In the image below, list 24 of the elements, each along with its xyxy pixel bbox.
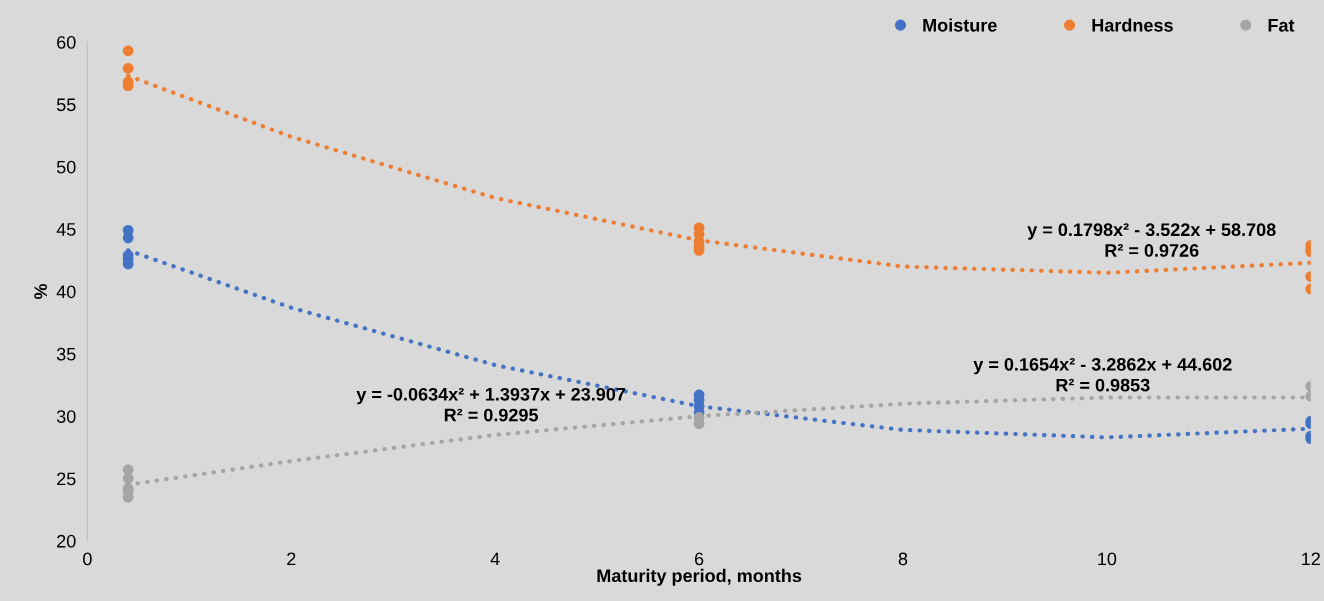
legend-label: Moisture: [923, 18, 997, 32]
y-tick-label: 30: [56, 410, 76, 423]
x-tick-label: 2: [287, 552, 296, 566]
y-tick-label: 60: [57, 36, 76, 49]
y-axis-title: %: [34, 283, 48, 300]
legend-label: Hardness: [1092, 18, 1173, 32]
x-tick-label: 6: [694, 552, 704, 566]
y-tick-label: 55: [56, 98, 76, 112]
annotation: y = 0.1654x² - 3.2862x + 44.602 R² = 0.9853: [973, 357, 1232, 392]
y-tick-label: 40: [56, 285, 76, 299]
x-tick-label: 4: [490, 552, 500, 566]
x-tick-label: 0: [83, 552, 92, 566]
y-tick-label: 45: [56, 223, 76, 236]
y-tick-label: 35: [56, 347, 76, 361]
y-tick-label: 20: [57, 534, 76, 548]
annotation: y = -0.0634x² + 1.3937x + 23.907 R² = 0.9295: [356, 387, 626, 422]
x-tick-label: 8: [898, 552, 908, 566]
legend-label: Fat: [1268, 19, 1295, 32]
y-tick-label: 25: [57, 472, 76, 486]
y-tick-label: 50: [56, 160, 76, 174]
x-tick-label: 12: [1302, 552, 1320, 566]
x-axis-title: Maturity period, months: [597, 568, 802, 586]
annotation: y = 0.1798x² - 3.522x + 58.708 R² = 0.9726: [1027, 223, 1276, 257]
x-tick-label: 10: [1098, 552, 1117, 566]
